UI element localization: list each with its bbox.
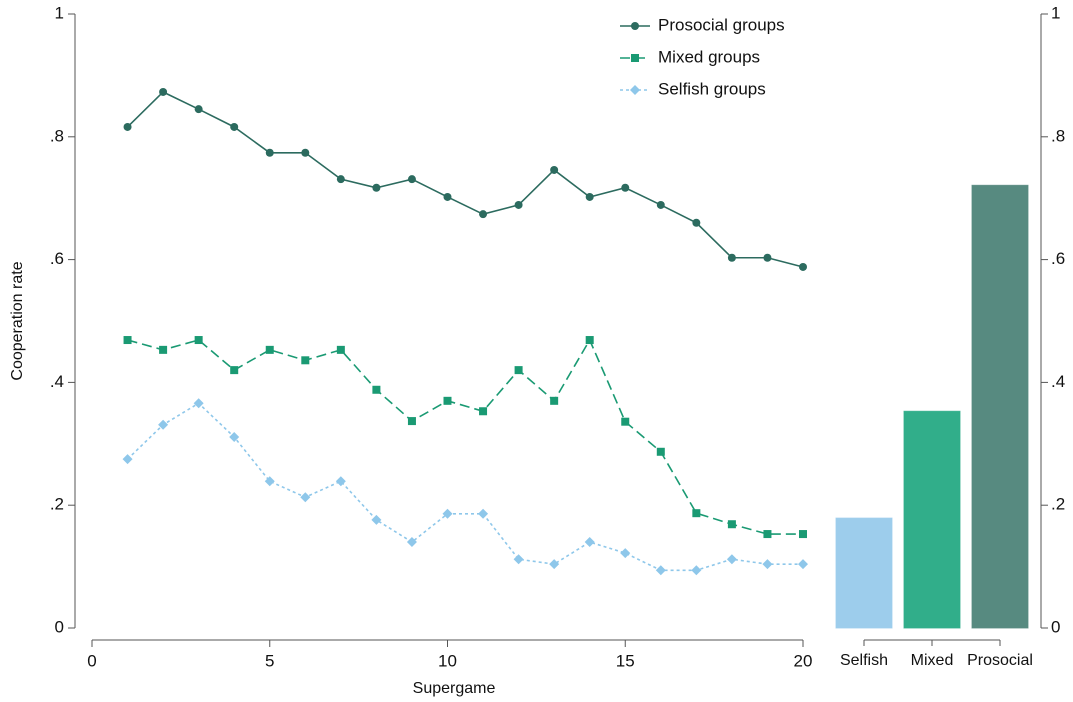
x-tick-label: 15 <box>616 651 635 670</box>
x-tick-label: 0 <box>87 651 96 670</box>
x-tick-label: 5 <box>265 651 274 670</box>
legend-label: Selfish groups <box>658 79 766 98</box>
marker <box>620 548 631 559</box>
marker <box>301 356 310 365</box>
x-tick-label: 20 <box>794 651 813 670</box>
marker <box>407 417 416 426</box>
marker <box>727 520 736 529</box>
marker <box>301 148 310 157</box>
y-tick-label: .6 <box>50 249 64 268</box>
marker <box>585 336 594 345</box>
bar <box>903 410 961 629</box>
marker <box>229 432 240 443</box>
series-line <box>127 338 803 535</box>
marker <box>194 336 203 345</box>
marker <box>584 537 595 548</box>
marker <box>335 476 346 487</box>
y-tick-label: .4 <box>1051 372 1065 391</box>
marker <box>265 345 274 354</box>
series-line <box>126 402 803 572</box>
y-tick-label: .4 <box>50 372 64 391</box>
y-tick-label: .6 <box>1051 249 1065 268</box>
marker <box>443 192 452 201</box>
marker <box>514 200 523 209</box>
y-tick-label: .2 <box>1051 495 1065 514</box>
marker <box>159 87 168 96</box>
marker <box>122 454 133 465</box>
marker <box>655 565 666 576</box>
marker <box>478 508 489 519</box>
marker <box>550 165 559 174</box>
bar <box>971 184 1029 629</box>
marker <box>479 407 488 416</box>
marker <box>193 398 204 409</box>
marker <box>656 200 665 209</box>
marker <box>230 122 239 131</box>
marker <box>336 175 345 184</box>
y-tick-label: .8 <box>1051 126 1065 145</box>
marker <box>194 105 203 114</box>
marker <box>691 565 702 576</box>
marker <box>123 336 132 345</box>
marker <box>798 559 808 570</box>
y-tick-label: .2 <box>50 495 64 514</box>
marker <box>443 396 452 405</box>
marker <box>407 175 416 184</box>
marker <box>550 396 559 405</box>
marker <box>726 554 737 565</box>
marker <box>158 419 169 430</box>
marker <box>372 183 381 192</box>
marker <box>762 559 773 570</box>
marker <box>692 218 701 227</box>
marker <box>406 537 417 548</box>
marker <box>336 345 345 354</box>
marker <box>159 345 168 354</box>
legend-marker <box>630 85 640 95</box>
marker <box>372 385 381 394</box>
x-tick-label: Prosocial <box>967 652 1033 669</box>
y-tick-label: 0 <box>55 617 64 636</box>
marker <box>123 122 132 131</box>
x-axis-title: Supergame <box>413 680 496 697</box>
marker <box>656 447 665 456</box>
marker <box>621 417 630 426</box>
x-tick-label: Mixed <box>911 652 954 669</box>
marker <box>799 262 807 271</box>
marker <box>265 148 274 157</box>
legend-marker <box>631 54 639 62</box>
x-tick-label: 10 <box>438 651 457 670</box>
marker <box>513 554 524 565</box>
marker <box>479 210 488 219</box>
marker <box>621 183 630 192</box>
marker <box>264 476 275 487</box>
marker <box>442 508 453 519</box>
x-tick-label: Selfish <box>840 652 888 669</box>
marker <box>549 559 560 570</box>
marker <box>230 366 239 375</box>
marker <box>514 366 523 375</box>
legend-marker <box>631 22 639 30</box>
marker <box>585 192 594 201</box>
marker <box>692 509 701 518</box>
marker <box>763 530 772 539</box>
marker <box>727 253 736 262</box>
marker <box>763 253 772 262</box>
series-line <box>126 91 804 268</box>
marker <box>799 530 807 539</box>
marker <box>300 492 311 503</box>
y-tick-label: 0 <box>1051 617 1060 636</box>
legend-label: Prosocial groups <box>658 15 785 34</box>
marker <box>371 514 382 525</box>
legend-label: Mixed groups <box>658 47 760 66</box>
y-tick-label: .8 <box>50 126 64 145</box>
y-axis-title: Cooperation rate <box>9 261 26 380</box>
bar <box>835 517 893 629</box>
y-tick-label: 1 <box>55 3 64 22</box>
y-tick-label: 1 <box>1051 3 1060 22</box>
